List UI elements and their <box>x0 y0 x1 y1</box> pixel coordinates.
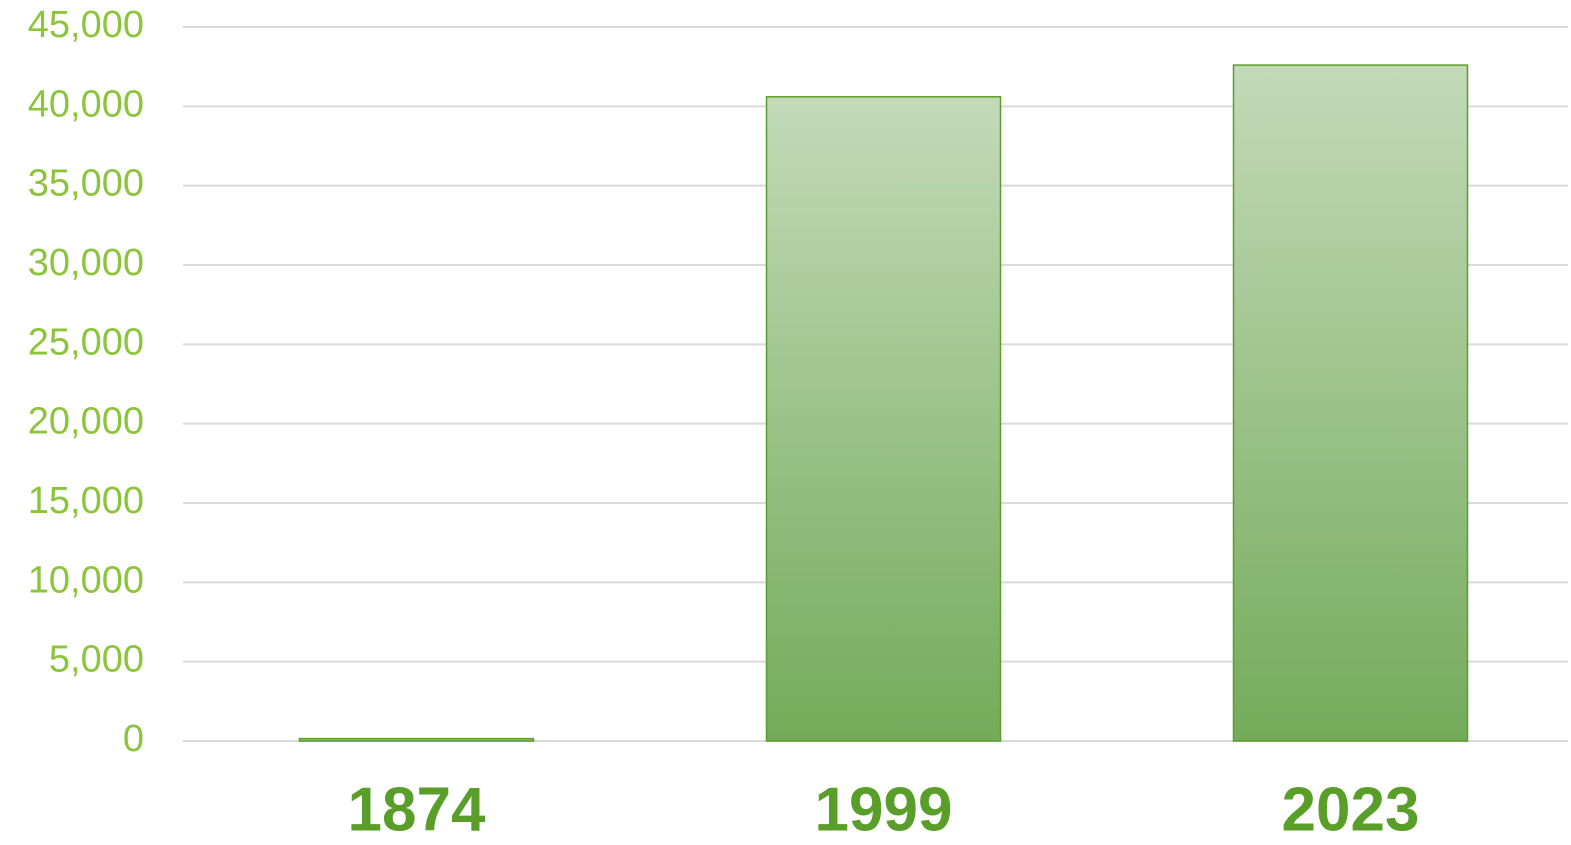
bar <box>1232 64 1469 742</box>
x-tick-label: 1999 <box>815 775 953 844</box>
y-tick-label: 35,000 <box>28 163 144 205</box>
y-tick-label: 25,000 <box>28 321 144 363</box>
y-tick-label: 40,000 <box>28 83 144 125</box>
x-tick-label: 2023 <box>1282 775 1420 844</box>
y-tick-label: 20,000 <box>28 401 144 443</box>
y-tick-label: 30,000 <box>28 242 144 284</box>
y-tick-label: 45,000 <box>28 4 144 46</box>
bar <box>298 737 535 742</box>
bar <box>765 96 1002 742</box>
y-tick-label: 0 <box>123 718 144 760</box>
x-tick-label: 1874 <box>348 775 486 844</box>
y-tick-label: 5,000 <box>49 639 144 681</box>
y-tick-label: 15,000 <box>28 480 144 522</box>
y-tick-label: 10,000 <box>28 559 144 601</box>
